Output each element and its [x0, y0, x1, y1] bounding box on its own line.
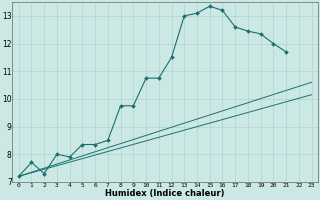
- X-axis label: Humidex (Indice chaleur): Humidex (Indice chaleur): [105, 189, 225, 198]
